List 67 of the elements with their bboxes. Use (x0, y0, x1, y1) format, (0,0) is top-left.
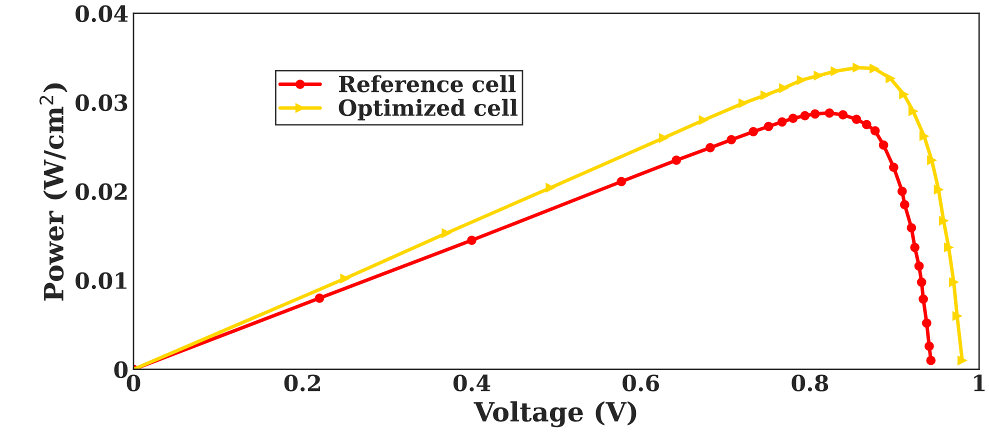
point (870, 126, 880, 136)
point (900, 200, 910, 210)
point (706, 143, 715, 152)
point (914, 261, 924, 271)
x-tick-label: 0.2 (284, 374, 320, 392)
point (748, 127, 758, 136)
point (796, 75, 806, 85)
x-tick-label: 1 (974, 374, 985, 392)
x-tick-label: 0.4 (453, 374, 490, 392)
point (546, 183, 556, 192)
point (862, 120, 872, 130)
point (934, 184, 944, 194)
point (949, 277, 958, 287)
point (824, 108, 834, 118)
point (926, 356, 936, 366)
legend-label: Reference cell (338, 75, 516, 92)
point (777, 117, 787, 127)
point (814, 70, 824, 80)
point (886, 74, 896, 84)
point (852, 114, 862, 124)
point (916, 277, 926, 287)
point (760, 90, 770, 100)
point (918, 294, 928, 304)
point (442, 228, 452, 238)
point (779, 83, 788, 93)
point (944, 242, 954, 252)
y-tick-label: 0.02 (76, 183, 127, 200)
point (800, 111, 810, 120)
point (889, 162, 898, 172)
point (919, 131, 929, 141)
point (899, 90, 909, 100)
point (878, 140, 888, 150)
y-tick-label: 0.01 (76, 272, 126, 290)
legend-label: Optimized cell (338, 98, 518, 120)
x-tick-label: 0.6 (622, 374, 660, 392)
x-tick-label: 0 (126, 374, 140, 392)
y-axis-title: Power (W/cm$^{2}$) (39, 83, 68, 301)
point (870, 64, 879, 74)
point (672, 156, 682, 165)
y-tick-label: 0.03 (76, 94, 128, 112)
point (738, 98, 748, 108)
point (726, 135, 736, 144)
point (922, 318, 932, 328)
point (958, 356, 967, 366)
point (830, 66, 840, 76)
point (924, 342, 934, 351)
point (938, 216, 948, 226)
point (952, 311, 962, 321)
y-tick-label: 0 (114, 361, 128, 378)
point (698, 115, 708, 125)
point (788, 114, 798, 124)
point (659, 133, 668, 143)
point (908, 106, 918, 116)
x-tick-label: 0.8 (792, 374, 828, 392)
point (897, 186, 907, 196)
y-tick-label: 0.04 (76, 5, 128, 22)
point (810, 109, 820, 119)
point (314, 293, 324, 303)
point (927, 156, 936, 165)
point (838, 110, 848, 120)
point (467, 236, 476, 245)
point (906, 223, 916, 233)
point (910, 242, 920, 252)
point (764, 122, 774, 132)
x-axis-title: Voltage (V) (474, 401, 636, 428)
point (616, 176, 626, 186)
point (340, 274, 350, 284)
